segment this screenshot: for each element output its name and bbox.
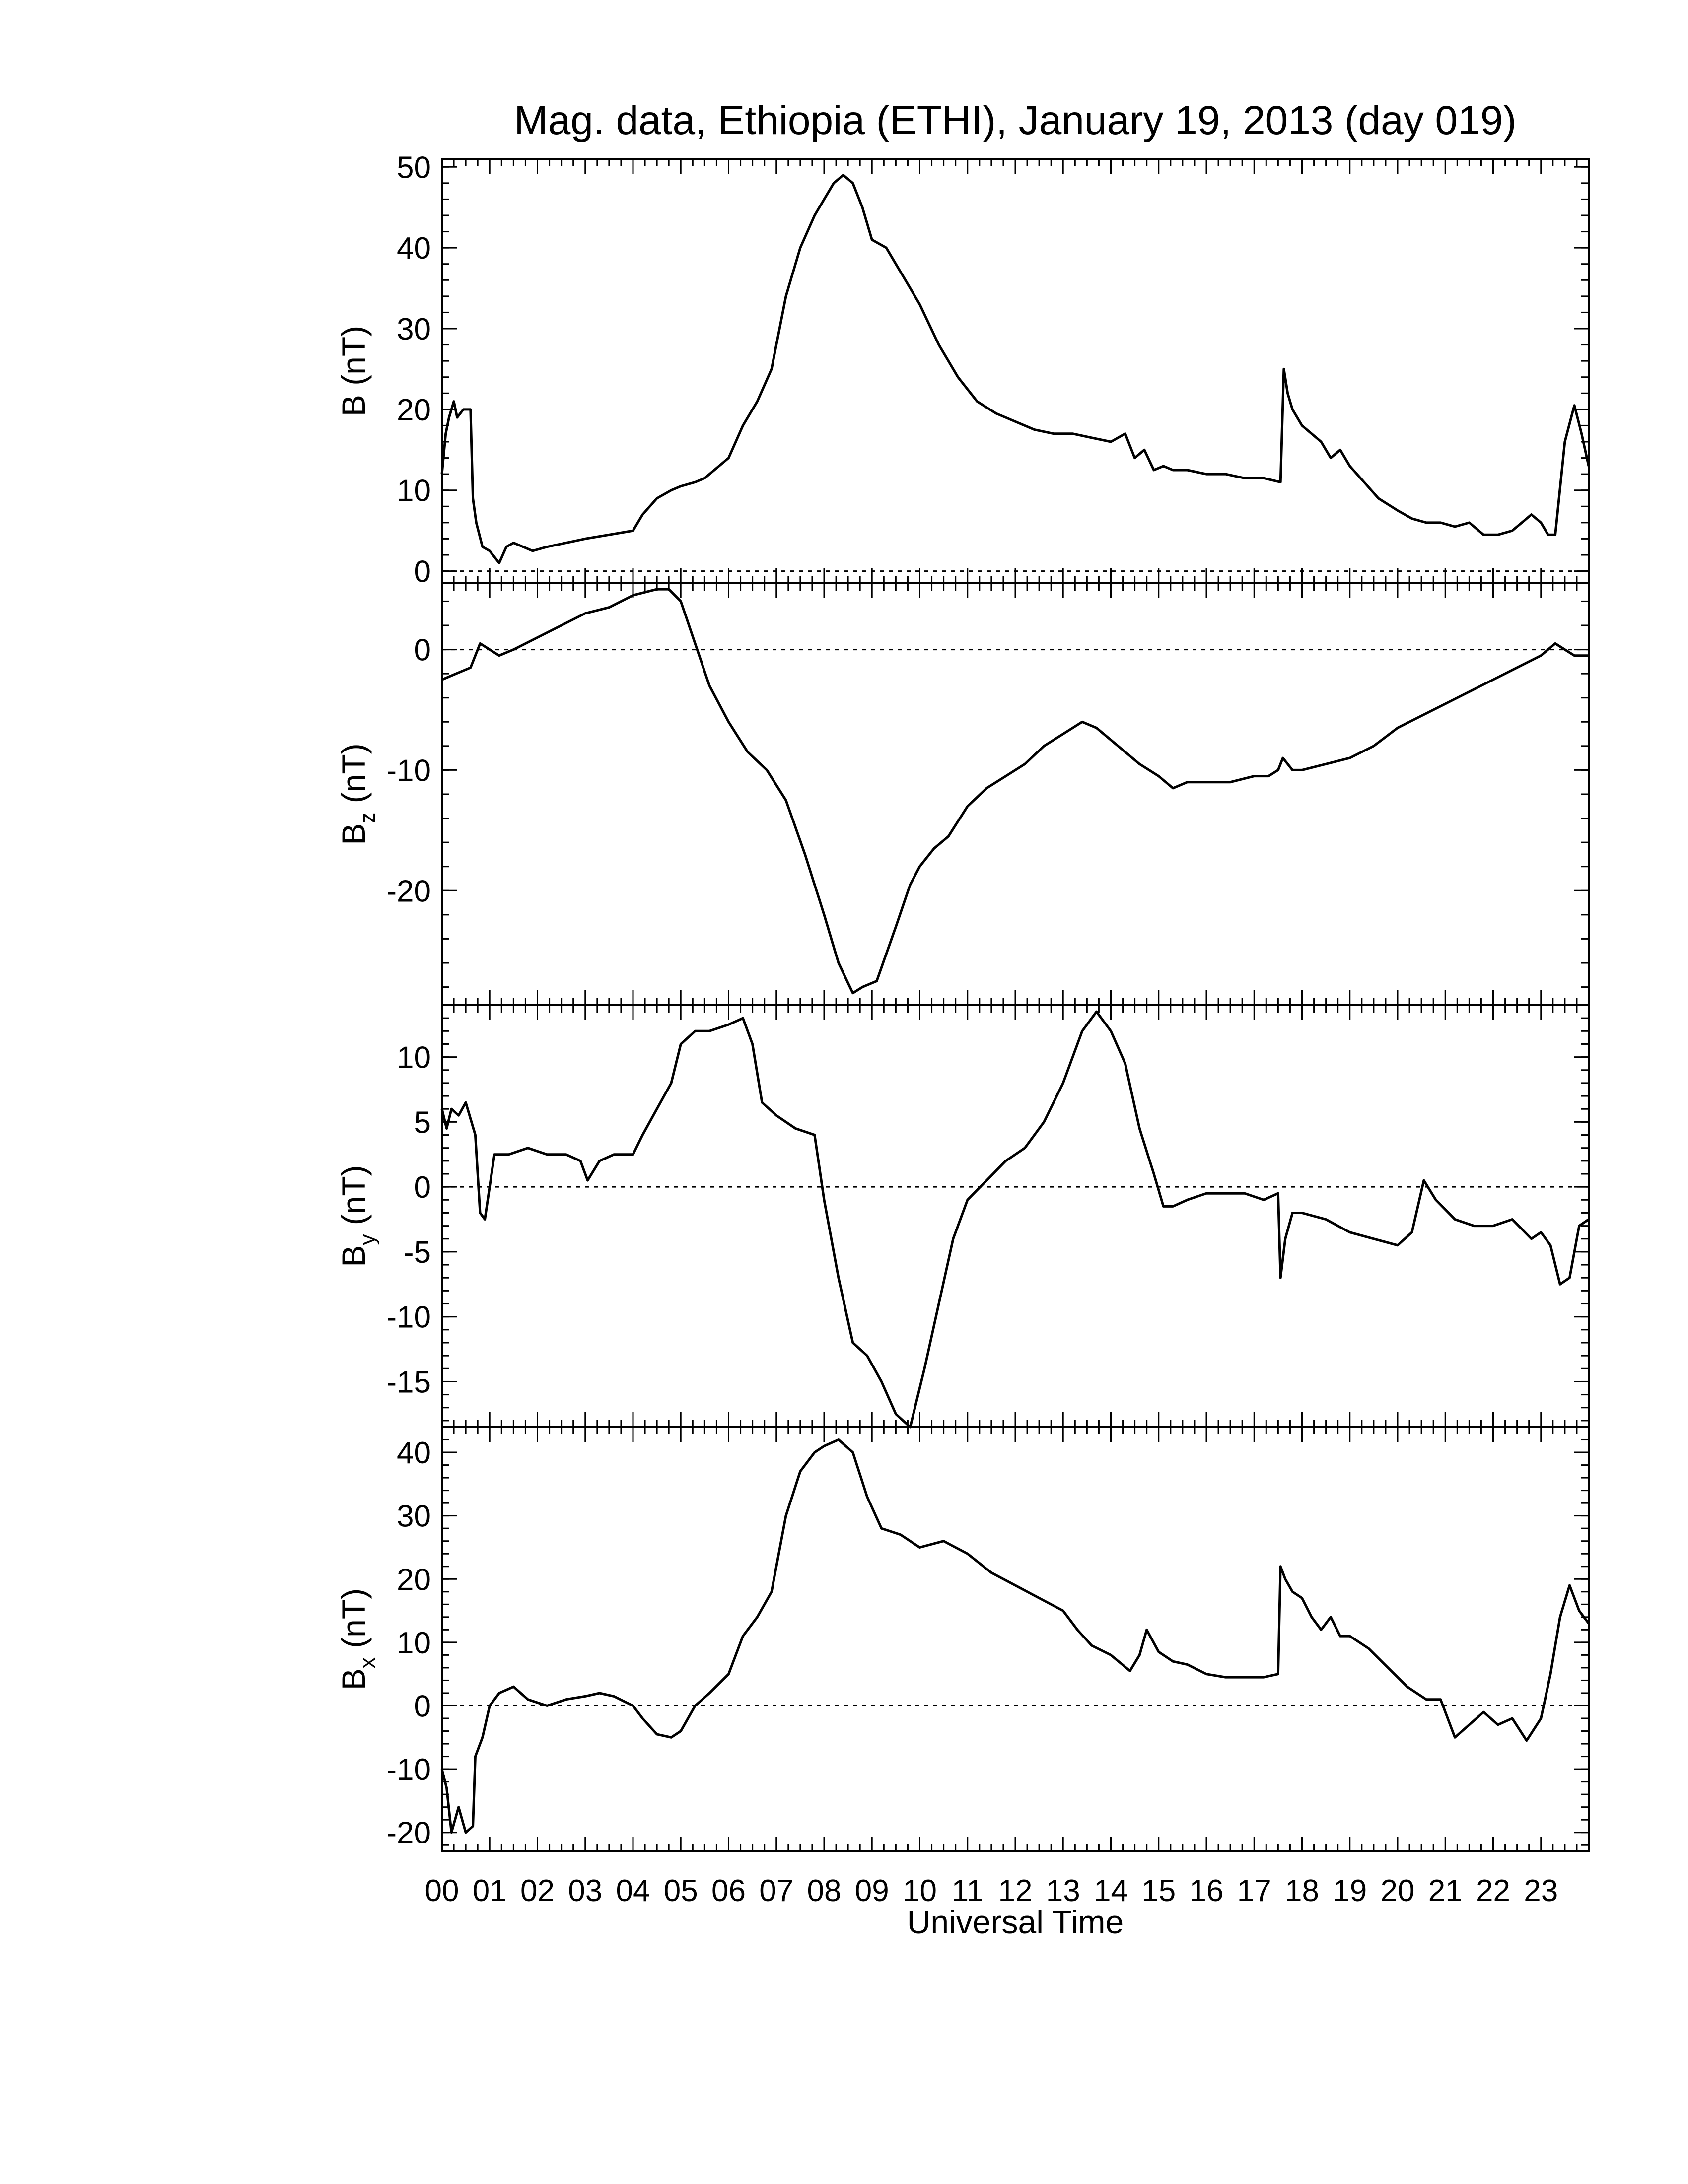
x-tick-label: 16 (1190, 1874, 1224, 1908)
ylabel-unit: (nT) (335, 1165, 372, 1234)
y-tick-label: 0 (414, 633, 431, 668)
x-tick-label: 12 (998, 1874, 1033, 1908)
y-tick-label: -15 (386, 1365, 431, 1399)
x-tick-label: 06 (711, 1874, 746, 1908)
x-tick-label: 00 (425, 1874, 459, 1908)
x-tick-label: 04 (616, 1874, 650, 1908)
panel-By: 10 5 0 -5 -10 -15 By (nT) (335, 1004, 1590, 1429)
ylabel-main: B (335, 823, 372, 845)
x-tick-label: 11 (952, 1874, 984, 1908)
panel-B-trace (440, 174, 1590, 564)
x-tick-label: 13 (1046, 1874, 1080, 1908)
y-tick-label: 20 (397, 1563, 431, 1597)
x-tick-label: 20 (1381, 1874, 1415, 1908)
x-tick-label: 10 (903, 1874, 937, 1908)
ylabel-unit: (nT) (335, 326, 372, 395)
x-tick-labels: 00 01 02 03 04 05 06 07 08 09 10 11 12 13 14 15 16 17 18 19… (425, 1874, 1558, 1908)
x-tick-label: 23 (1524, 1874, 1558, 1908)
x-tick-label: 18 (1285, 1874, 1319, 1908)
x-tick-label: 19 (1333, 1874, 1367, 1908)
x-tick-label: 07 (759, 1874, 793, 1908)
ylabel-main: B (335, 1245, 372, 1267)
x-tick-label: 17 (1237, 1874, 1271, 1908)
x-tick-label: 01 (473, 1874, 507, 1908)
panel-B: 0 10 20 30 40 50 B (nT) (335, 150, 1590, 589)
ylabel-main: B (335, 1668, 372, 1690)
y-tick-label: -10 (386, 753, 431, 788)
x-axis-label: Universal Time (907, 1904, 1124, 1940)
y-tick-label: 10 (397, 474, 431, 508)
panel-By-ylabel: By (nT) (335, 1165, 380, 1267)
panel-Bz-ylabel: Bz (nT) (335, 743, 380, 845)
panel-Bx-ylabel: Bx (nT) (335, 1588, 380, 1690)
panel-By-trace (440, 1010, 1590, 1429)
x-tick-label: 05 (664, 1874, 698, 1908)
ylabel-subscript: y (355, 1234, 380, 1245)
y-tick-label: 30 (397, 312, 431, 346)
x-tick-label: 21 (1428, 1874, 1463, 1908)
y-tick-label: 0 (414, 555, 431, 589)
y-tick-label: -20 (386, 874, 431, 908)
y-tick-label: 40 (397, 1436, 431, 1470)
panel-B-ylabel: B (nT) (335, 326, 372, 416)
y-tick-label: 5 (414, 1105, 431, 1140)
y-tick-label: -10 (386, 1300, 431, 1335)
panel-Bx: 40 30 20 10 0 -10 -20 Bx (nT) (335, 1426, 1590, 1852)
chart-title: Mag. data, Ethiopia (ETHI), January 19, … (514, 98, 1516, 143)
x-tick-label: 09 (855, 1874, 889, 1908)
y-tick-label: 10 (397, 1041, 431, 1075)
x-tick-label: 22 (1476, 1874, 1510, 1908)
y-tick-label: 10 (397, 1626, 431, 1660)
panel-Bx-frame (441, 1426, 1590, 1852)
x-tick-label: 08 (807, 1874, 842, 1908)
x-tick-label: 02 (520, 1874, 555, 1908)
y-tick-label: 50 (397, 150, 431, 185)
ylabel-unit: (nT) (335, 1588, 372, 1657)
y-tick-label: 30 (397, 1500, 431, 1534)
y-tick-label: 0 (414, 1689, 431, 1723)
ylabel-unit: (nT) (335, 743, 372, 812)
y-tick-label: 40 (397, 231, 431, 266)
y-tick-label: -20 (386, 1816, 431, 1850)
x-tick-label: 15 (1141, 1874, 1176, 1908)
ylabel-main: B (335, 395, 372, 416)
ylabel-subscript: x (355, 1657, 380, 1668)
y-tick-label: 20 (397, 393, 431, 427)
y-tick-label: 0 (414, 1170, 431, 1205)
x-tick-label: 14 (1094, 1874, 1128, 1908)
y-tick-label: -5 (404, 1235, 431, 1270)
y-tick-label: -10 (386, 1753, 431, 1787)
ylabel-subscript: z (355, 813, 380, 823)
panel-Bz-frame (441, 582, 1590, 1006)
x-tick-label: 03 (568, 1874, 602, 1908)
panel-Bx-trace (440, 1438, 1590, 1834)
panel-Bz-trace (441, 588, 1589, 995)
